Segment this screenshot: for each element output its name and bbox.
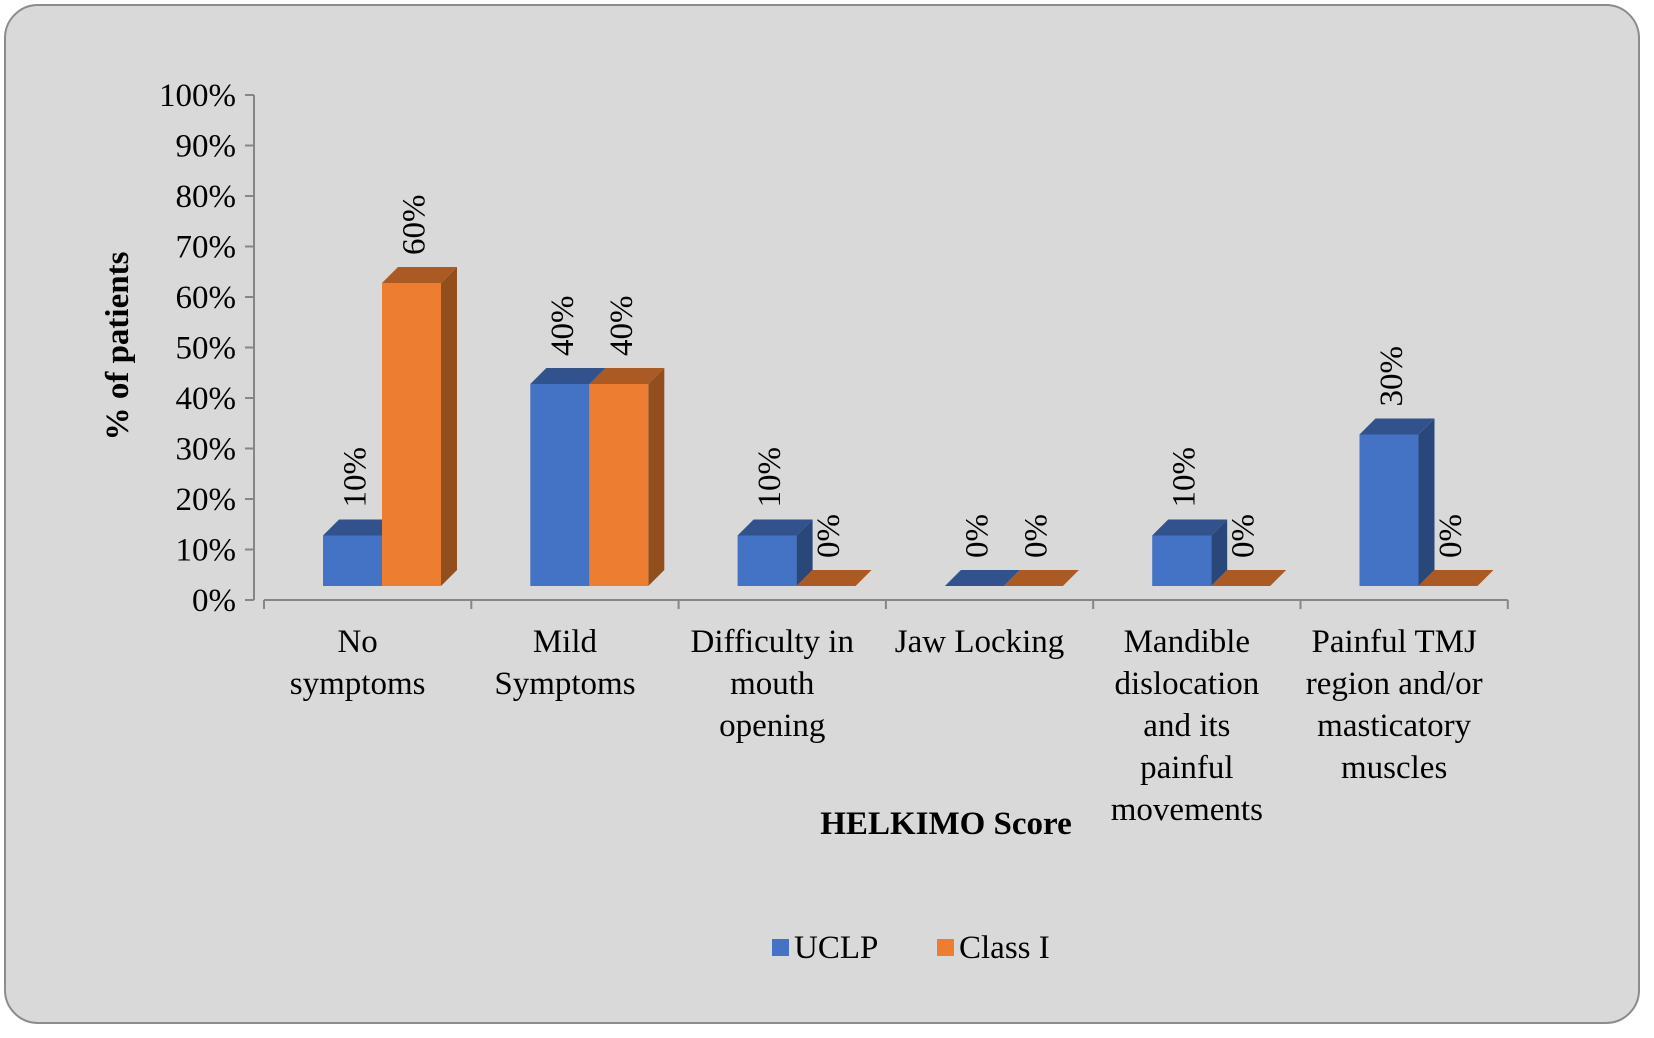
- bar-side: [1211, 519, 1228, 586]
- bar-top: [530, 368, 606, 384]
- bar-class-i: [1418, 570, 1494, 586]
- data-label: 40%: [545, 296, 581, 357]
- category-label: Jaw Locking: [895, 624, 1065, 660]
- bar-side: [1418, 418, 1435, 586]
- category-label: Mild Symptoms: [494, 624, 635, 702]
- category-label: Mandible dislocation and its painful movemen…: [1111, 624, 1263, 828]
- y-tick-label: 100%: [159, 78, 236, 114]
- data-label: 0%: [1226, 514, 1262, 558]
- bar-top: [589, 368, 665, 384]
- x-axis-title: HELKIMO Score: [820, 806, 1071, 842]
- plot-area: 0% 10% 20% 30% 40% 50% 60% 70% 80% 90% 100% No sympt…: [159, 78, 1509, 828]
- legend-label: Class I: [959, 930, 1050, 966]
- bar-front: [323, 535, 382, 586]
- bar-top: [796, 570, 872, 586]
- bar-top: [382, 267, 457, 283]
- data-label: 40%: [604, 296, 640, 357]
- bar-uclp: [1152, 519, 1228, 586]
- legend-item: Class I: [937, 930, 1050, 966]
- bar-top: [1418, 570, 1494, 586]
- bar-class-i: [796, 570, 872, 586]
- bar-class-i: [589, 368, 665, 586]
- y-tick-label: 80%: [176, 179, 237, 215]
- bar-uclp: [944, 570, 1020, 586]
- bar-top: [1211, 570, 1287, 586]
- bar-side: [796, 519, 813, 586]
- category-label: Difficulty in mouth opening: [691, 624, 854, 744]
- legend-swatch: [772, 939, 789, 956]
- y-axis-title: % of patients: [100, 251, 136, 440]
- bar-side: [441, 267, 457, 586]
- y-tick-label: 90%: [176, 129, 237, 165]
- legend-label: UCLP: [794, 930, 878, 966]
- bar-uclp: [1359, 418, 1435, 586]
- y-tick-label: 60%: [176, 280, 237, 316]
- bar-class-i: [1211, 570, 1287, 586]
- data-label: 10%: [338, 447, 374, 508]
- y-tick-label: 10%: [176, 533, 237, 569]
- bar-top: [944, 570, 1020, 586]
- legend-swatch: [937, 939, 954, 956]
- data-label: 10%: [1167, 447, 1203, 508]
- legend-item: UCLP: [772, 930, 878, 966]
- bar-uclp: [737, 519, 813, 586]
- bar-front: [382, 283, 441, 586]
- y-tick-label: 50%: [176, 331, 237, 367]
- legend: UCLP Class I: [772, 930, 1050, 966]
- category-label: No symptoms: [290, 624, 426, 702]
- y-tick-label: 30%: [176, 432, 237, 468]
- bar-top: [737, 519, 813, 536]
- y-tick-label: 40%: [176, 381, 237, 417]
- data-label: 60%: [397, 195, 433, 256]
- data-label: 0%: [1433, 514, 1469, 558]
- y-tick-label: 20%: [176, 482, 237, 518]
- bar-front: [589, 384, 649, 586]
- bar-class-i: [382, 267, 457, 586]
- bar-front: [1359, 434, 1419, 586]
- bar-top: [1359, 418, 1435, 435]
- bar-top: [1152, 519, 1228, 536]
- data-label: 0%: [1018, 514, 1054, 558]
- bar-side: [648, 368, 665, 586]
- data-label: 30%: [1374, 346, 1410, 407]
- bar-front: [1152, 535, 1212, 586]
- bar-class-i: [1003, 570, 1079, 586]
- bar-top: [323, 519, 398, 536]
- y-tick-label: 0%: [192, 583, 236, 619]
- data-label: 0%: [811, 514, 847, 558]
- bar-top: [1003, 570, 1079, 586]
- data-label: 10%: [752, 447, 788, 508]
- bar-front: [530, 384, 590, 586]
- data-label: 0%: [959, 514, 995, 558]
- bar-front: [737, 535, 797, 586]
- y-tick-label: 70%: [176, 230, 237, 266]
- category-label: Painful TMJ region and/or masticatory muscl…: [1306, 624, 1483, 786]
